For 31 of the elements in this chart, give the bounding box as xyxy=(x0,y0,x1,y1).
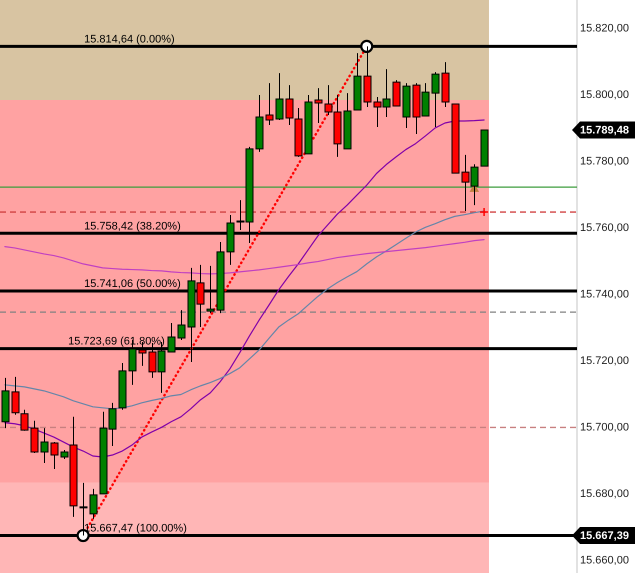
candlestick xyxy=(20,409,28,432)
candlestick xyxy=(432,72,440,128)
ref-line-label: 15.723,69 (61.80%) xyxy=(68,336,165,348)
y-tick-label: 15.820,00 xyxy=(580,22,629,35)
ref-line-label: 15.758,42 (38.20%) xyxy=(84,220,181,232)
y-tick-label: 15.680,00 xyxy=(580,488,629,500)
candlestick xyxy=(30,420,38,454)
text: 15.667,39 xyxy=(580,530,629,542)
candlestick xyxy=(50,442,58,470)
text: 15.789,48 xyxy=(580,124,629,137)
ref-line-label: 15.814,64 (0.00%) xyxy=(84,33,175,46)
candlestick xyxy=(286,84,294,126)
y-tick-label: 15.800,00 xyxy=(580,89,629,102)
y-tick-label: 15.720,00 xyxy=(580,354,629,367)
candlestick xyxy=(314,88,322,124)
point xyxy=(479,207,489,217)
point xyxy=(360,40,374,53)
y-tick-label: 15.740,00 xyxy=(580,288,629,301)
candlestick xyxy=(266,82,274,126)
y-tick-label: 15.780,00 xyxy=(580,156,629,168)
candlestick xyxy=(40,428,48,464)
ref-line-label: 15.741,06 (50.00%) xyxy=(84,278,181,290)
y-tick-label: 15.700,00 xyxy=(580,421,629,434)
candlestick xyxy=(392,80,400,107)
candlestick xyxy=(178,310,186,341)
candlestick xyxy=(90,488,98,520)
candlestick xyxy=(276,72,284,120)
ref-line-label: 15.667,47 (100.00%) xyxy=(84,522,187,535)
candlestick xyxy=(12,376,20,416)
y-tick-label: 15.660,00 xyxy=(580,554,629,566)
y-tick-label: 15.760,00 xyxy=(580,222,629,234)
